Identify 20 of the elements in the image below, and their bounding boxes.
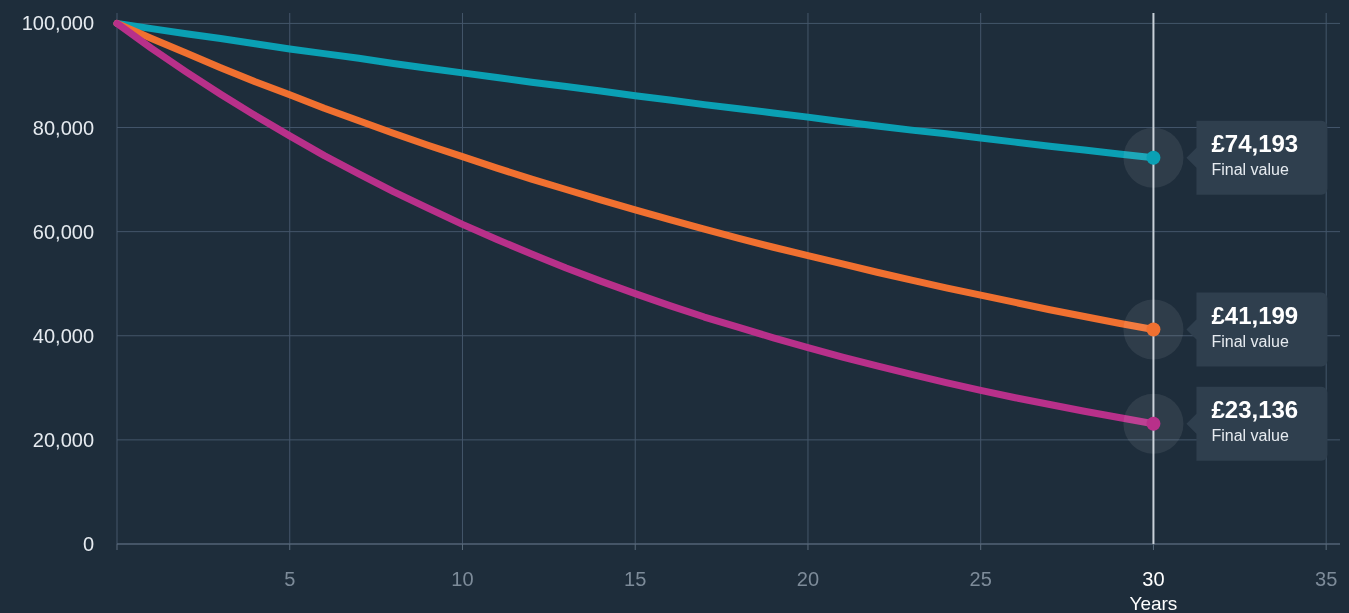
y-tick-label: 40,000 <box>32 324 94 347</box>
y-tick-label: 80,000 <box>32 116 94 139</box>
y-tick-label: 100,000 <box>21 12 94 35</box>
annotation: £41,199 <box>1211 301 1299 329</box>
annotation: Final value <box>1211 426 1289 444</box>
x-tick-label: 10 <box>451 568 474 590</box>
annotation: £23,136 <box>1211 395 1299 423</box>
x-axis-title: Years <box>1129 593 1178 613</box>
x-tick-label: 5 <box>284 568 296 590</box>
annotation: £74,193 <box>1211 129 1299 157</box>
x-tick-label: 15 <box>624 568 647 590</box>
y-tick-label: 0 <box>82 533 94 555</box>
annotation: Final value <box>1211 160 1289 178</box>
x-tick-label: 35 <box>1315 568 1338 590</box>
x-tick-label: 20 <box>796 568 820 590</box>
y-tick-label: 60,000 <box>32 220 94 243</box>
x-tick-label: 25 <box>969 568 992 590</box>
y-tick-label: 20,000 <box>32 428 94 451</box>
annotation: Final value <box>1211 332 1289 350</box>
x-tick-label: 30 <box>1142 568 1165 590</box>
